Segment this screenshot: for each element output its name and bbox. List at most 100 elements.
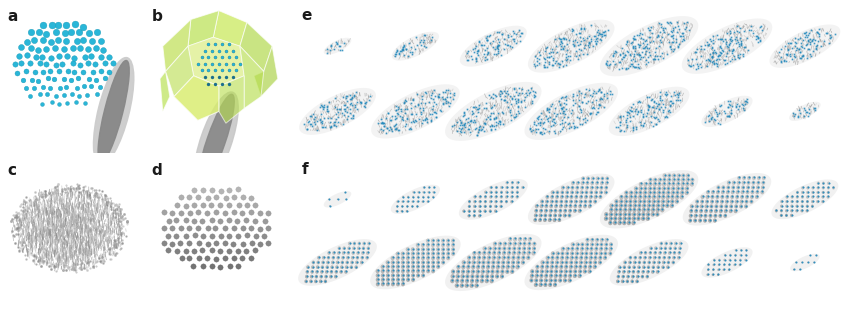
- Ellipse shape: [422, 265, 425, 269]
- Ellipse shape: [575, 247, 579, 251]
- Ellipse shape: [421, 247, 425, 251]
- Ellipse shape: [450, 279, 454, 283]
- Ellipse shape: [546, 256, 550, 260]
- Ellipse shape: [416, 201, 419, 203]
- Ellipse shape: [652, 266, 654, 269]
- Ellipse shape: [712, 264, 715, 266]
- Ellipse shape: [579, 200, 582, 203]
- Ellipse shape: [523, 242, 526, 246]
- Ellipse shape: [417, 191, 420, 193]
- Ellipse shape: [646, 270, 649, 274]
- Ellipse shape: [528, 242, 531, 246]
- Ellipse shape: [616, 280, 620, 283]
- Ellipse shape: [555, 200, 558, 203]
- Ellipse shape: [588, 261, 592, 265]
- Ellipse shape: [465, 284, 468, 288]
- Ellipse shape: [609, 208, 613, 212]
- Ellipse shape: [725, 200, 728, 204]
- Ellipse shape: [548, 218, 552, 222]
- Ellipse shape: [471, 265, 475, 269]
- Ellipse shape: [775, 209, 778, 212]
- Ellipse shape: [641, 217, 645, 221]
- Ellipse shape: [609, 212, 613, 217]
- Ellipse shape: [511, 265, 514, 269]
- Ellipse shape: [732, 181, 735, 185]
- Ellipse shape: [575, 256, 578, 260]
- Ellipse shape: [401, 261, 405, 265]
- Ellipse shape: [534, 218, 537, 222]
- Polygon shape: [174, 76, 218, 120]
- Ellipse shape: [642, 212, 645, 217]
- Ellipse shape: [320, 270, 323, 274]
- Ellipse shape: [411, 256, 415, 260]
- Ellipse shape: [565, 195, 569, 199]
- Ellipse shape: [411, 252, 415, 256]
- Ellipse shape: [617, 270, 620, 274]
- Ellipse shape: [731, 190, 734, 194]
- Ellipse shape: [638, 204, 642, 208]
- Ellipse shape: [646, 212, 650, 217]
- Polygon shape: [524, 235, 618, 290]
- Ellipse shape: [656, 204, 660, 208]
- Ellipse shape: [544, 274, 548, 278]
- Ellipse shape: [406, 261, 410, 265]
- Ellipse shape: [501, 270, 504, 274]
- Ellipse shape: [622, 270, 626, 274]
- Ellipse shape: [411, 201, 414, 203]
- Ellipse shape: [343, 246, 346, 250]
- Ellipse shape: [676, 186, 680, 191]
- Ellipse shape: [362, 242, 365, 245]
- Ellipse shape: [641, 275, 644, 278]
- Ellipse shape: [551, 251, 555, 256]
- Ellipse shape: [756, 181, 760, 185]
- Ellipse shape: [346, 261, 348, 264]
- Ellipse shape: [433, 187, 435, 188]
- Ellipse shape: [670, 199, 674, 204]
- Ellipse shape: [604, 191, 608, 194]
- Ellipse shape: [595, 181, 598, 185]
- Ellipse shape: [497, 246, 501, 251]
- Ellipse shape: [555, 195, 558, 199]
- Ellipse shape: [479, 205, 481, 208]
- Ellipse shape: [549, 204, 552, 208]
- Ellipse shape: [569, 204, 572, 208]
- Ellipse shape: [433, 191, 434, 193]
- Ellipse shape: [376, 269, 379, 273]
- Ellipse shape: [451, 270, 455, 274]
- Ellipse shape: [623, 204, 627, 208]
- Ellipse shape: [585, 242, 589, 246]
- Ellipse shape: [591, 177, 594, 180]
- Ellipse shape: [627, 221, 631, 225]
- Ellipse shape: [491, 265, 495, 269]
- Ellipse shape: [594, 195, 598, 199]
- Ellipse shape: [619, 199, 623, 204]
- Ellipse shape: [466, 274, 469, 278]
- Ellipse shape: [727, 181, 730, 185]
- Ellipse shape: [694, 219, 697, 222]
- Ellipse shape: [316, 266, 319, 269]
- Ellipse shape: [730, 200, 734, 204]
- Text: a: a: [7, 9, 18, 24]
- Ellipse shape: [559, 265, 564, 269]
- Ellipse shape: [734, 204, 738, 208]
- Ellipse shape: [735, 249, 737, 251]
- Ellipse shape: [666, 195, 670, 199]
- Ellipse shape: [815, 255, 817, 256]
- Ellipse shape: [672, 178, 676, 182]
- Ellipse shape: [344, 270, 348, 274]
- Ellipse shape: [516, 265, 519, 269]
- Ellipse shape: [588, 265, 592, 269]
- Ellipse shape: [326, 266, 329, 269]
- Ellipse shape: [745, 249, 747, 251]
- Ellipse shape: [604, 212, 609, 217]
- Ellipse shape: [406, 269, 410, 273]
- Ellipse shape: [703, 219, 706, 222]
- Ellipse shape: [386, 278, 389, 282]
- Ellipse shape: [667, 178, 671, 182]
- Polygon shape: [324, 38, 351, 55]
- Polygon shape: [160, 71, 170, 111]
- Ellipse shape: [396, 261, 400, 265]
- Ellipse shape: [657, 186, 661, 191]
- Ellipse shape: [627, 270, 630, 274]
- Ellipse shape: [590, 191, 593, 194]
